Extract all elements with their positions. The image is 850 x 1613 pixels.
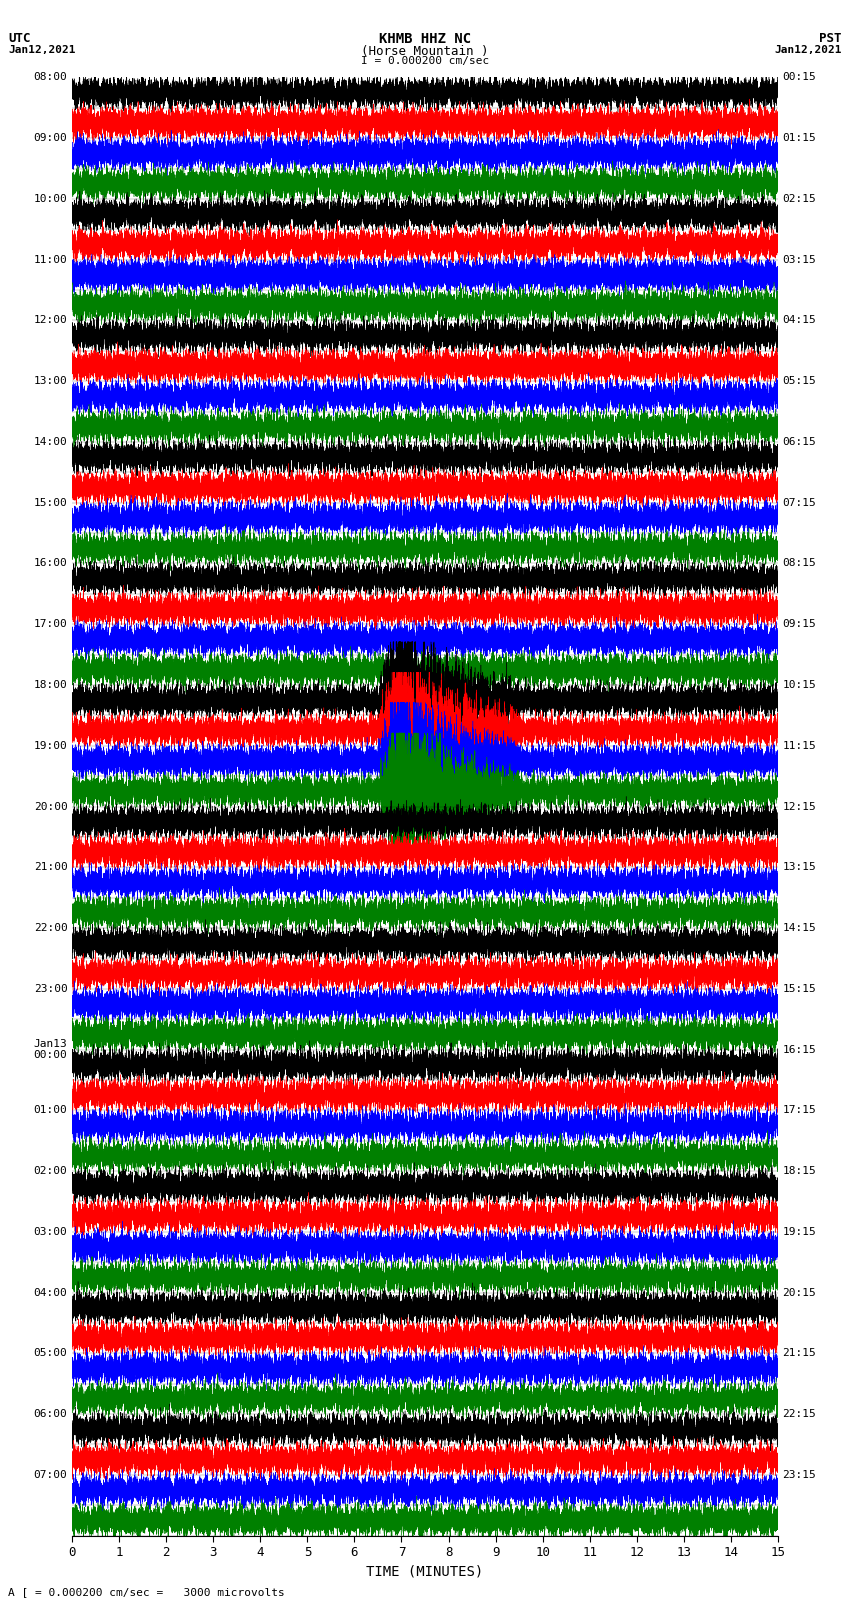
Text: KHMB HHZ NC: KHMB HHZ NC <box>379 32 471 47</box>
Text: Jan12,2021: Jan12,2021 <box>8 45 76 55</box>
Text: I = 0.000200 cm/sec: I = 0.000200 cm/sec <box>361 56 489 66</box>
Text: A [ = 0.000200 cm/sec =   3000 microvolts: A [ = 0.000200 cm/sec = 3000 microvolts <box>8 1587 286 1597</box>
Text: Jan12,2021: Jan12,2021 <box>774 45 842 55</box>
Text: (Horse Mountain ): (Horse Mountain ) <box>361 45 489 58</box>
Text: PST: PST <box>819 32 842 45</box>
Text: UTC: UTC <box>8 32 31 45</box>
X-axis label: TIME (MINUTES): TIME (MINUTES) <box>366 1565 484 1579</box>
